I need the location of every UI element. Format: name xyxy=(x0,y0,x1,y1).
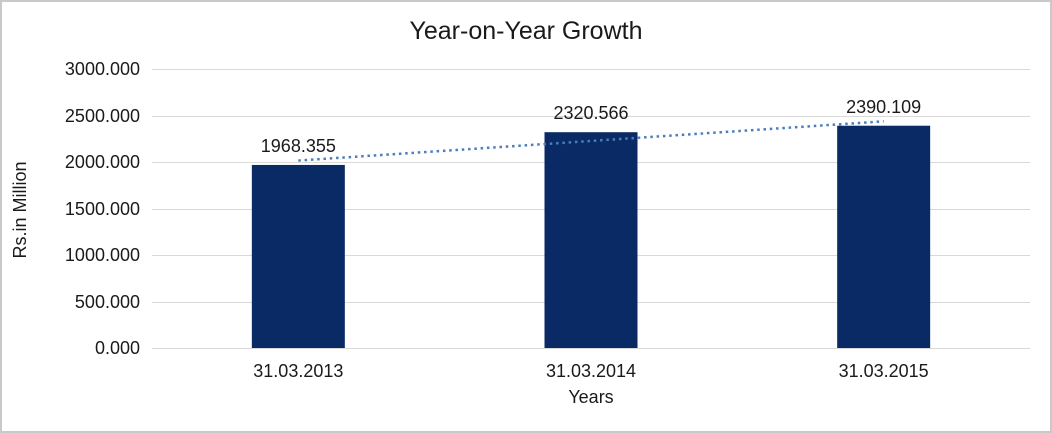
bar-31.03.2015 xyxy=(837,125,931,348)
x-axis-tick-label: 31.03.2014 xyxy=(545,361,637,381)
x-axis-tick-label: 31.03.2015 xyxy=(838,361,929,381)
y-axis-tick-label: 0.000 xyxy=(94,338,140,358)
y-axis-tick-label: 1500.000 xyxy=(64,198,140,219)
y-axis-tick-label: 500.000 xyxy=(74,291,140,312)
x-axis-tick-label: 31.03.2013 xyxy=(253,361,344,381)
bar-31.03.2013 xyxy=(251,164,345,348)
chart-title: Year-on-Year Growth xyxy=(409,17,643,45)
bar-31.03.2014 xyxy=(544,132,638,348)
y-axis-tick-label: 2000.000 xyxy=(64,152,140,172)
bar-data-label: 2390.109 xyxy=(846,96,922,117)
x-axis-title: Years xyxy=(568,387,614,407)
y-axis-tick-label: 3000.000 xyxy=(64,59,140,79)
y-axis-tick-label: 1000.000 xyxy=(64,245,140,265)
y-axis-tick-label: 2500.000 xyxy=(64,105,140,126)
bar-data-label: 2320.566 xyxy=(553,103,629,124)
bar-data-label: 1968.355 xyxy=(260,135,336,156)
